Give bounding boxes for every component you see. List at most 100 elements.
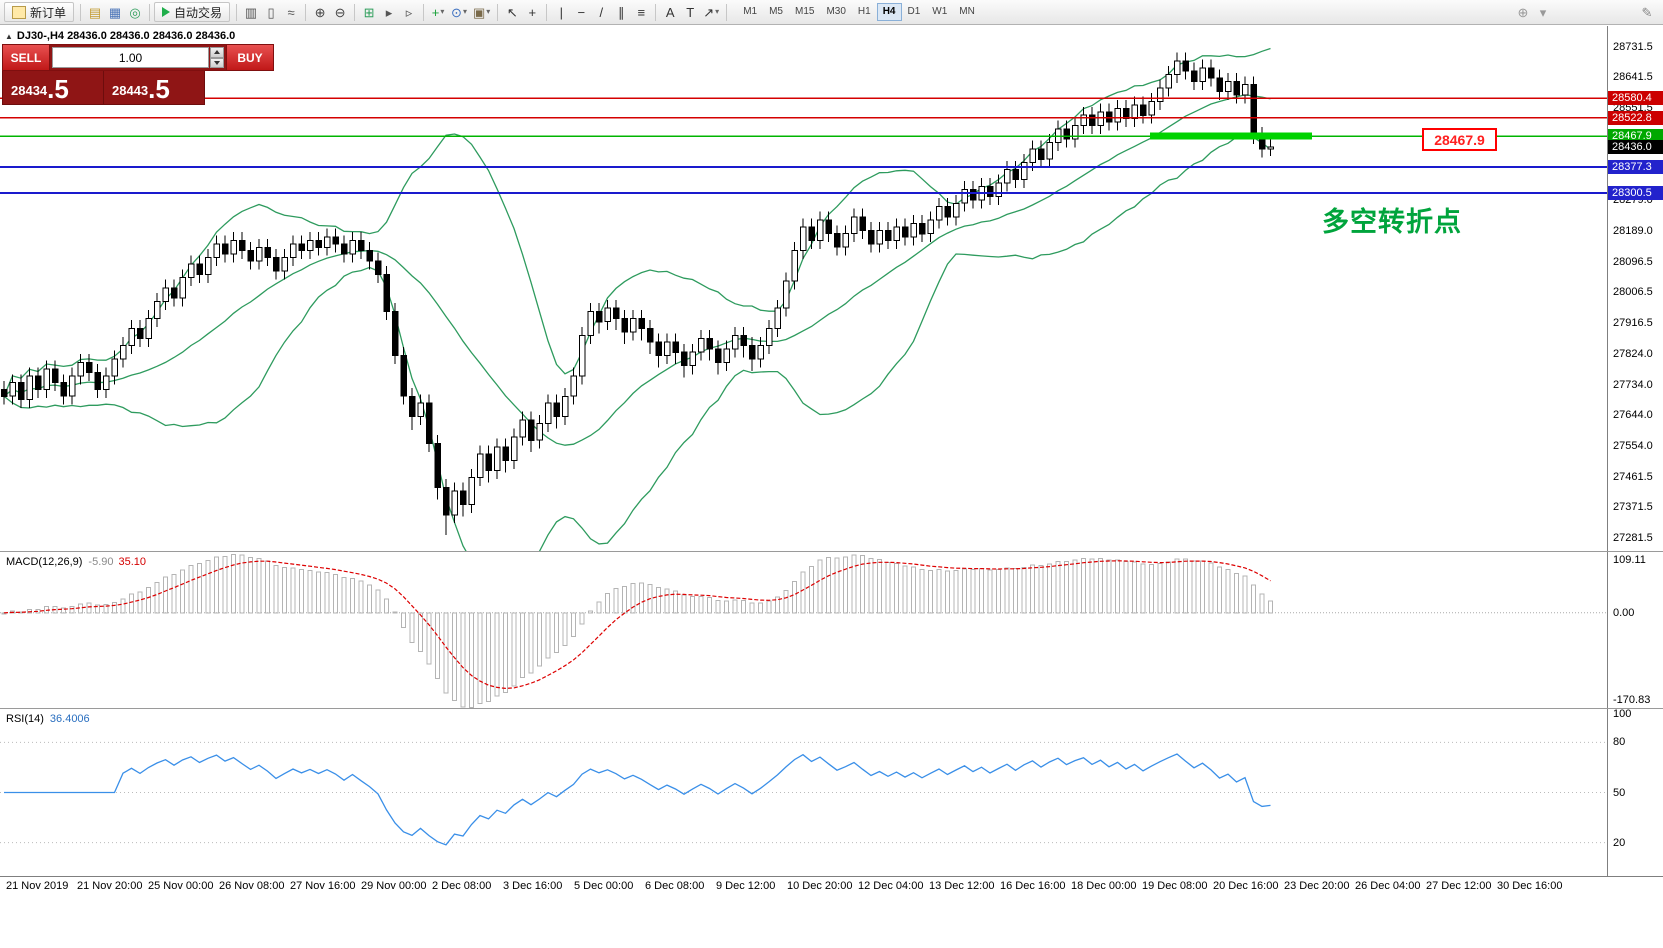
horizontal-line-icon[interactable]: −: [571, 2, 591, 22]
auto-trading-button[interactable]: 自动交易: [154, 2, 231, 22]
cursor-icon[interactable]: ↖: [502, 2, 522, 22]
search-icon: ⊕: [1517, 4, 1529, 20]
arrows-icon: ↗: [703, 4, 715, 20]
price-tick-label: 27734.0: [1613, 378, 1653, 391]
sell-price: 28434.5: [11, 74, 69, 104]
chart-shift-icon[interactable]: ▹: [399, 2, 419, 22]
volume-input[interactable]: [52, 47, 209, 68]
price-tick-label: 28731.5: [1613, 40, 1653, 53]
time-axis-label: 10 Dec 20:00: [787, 880, 853, 892]
template-icon[interactable]: ▣ ▾: [470, 2, 493, 22]
line-chart-icon[interactable]: ≈: [281, 2, 301, 22]
add-indicator-icon: +: [431, 4, 440, 20]
label-icon[interactable]: T: [680, 2, 700, 22]
timeframe-w1-button[interactable]: W1: [926, 3, 953, 21]
search-icon[interactable]: ⊕: [1513, 2, 1533, 22]
data-window-icon[interactable]: ▦: [105, 2, 125, 22]
pencil-icon[interactable]: ✎: [1637, 2, 1657, 22]
panel-separator[interactable]: [0, 708, 1663, 709]
period-icon: ⊙: [451, 4, 462, 20]
market-watch-icon[interactable]: ▤: [85, 2, 105, 22]
toolbar-separator: [149, 3, 151, 21]
new-order-button[interactable]: 新订单: [4, 2, 75, 22]
time-axis-label: 5 Dec 00:00: [574, 880, 634, 892]
time-axis-label: 27 Dec 12:00: [1426, 880, 1492, 892]
timeframe-m5-button[interactable]: M5: [763, 3, 789, 21]
time-axis-label: 3 Dec 16:00: [503, 880, 563, 892]
new-order-icon: [12, 5, 26, 19]
macd-indicator-label: MACD(12,26,9) -5.90 35.10: [6, 556, 146, 568]
spin-up-icon: [214, 50, 220, 55]
volume-increase-button[interactable]: [210, 47, 224, 58]
navigator-icon[interactable]: ◎: [125, 2, 145, 22]
text-icon[interactable]: A: [660, 2, 680, 22]
cursor-icon: ↖: [506, 4, 518, 20]
rsi-axis-label: 20: [1613, 836, 1626, 849]
macd-signal-value: 35.10: [118, 556, 147, 568]
toolbar-separator: [726, 3, 728, 21]
rsi-panel-canvas[interactable]: [0, 709, 1607, 876]
volume-control: [50, 44, 226, 71]
time-axis-label: 25 Nov 00:00: [148, 880, 214, 892]
timeframe-m15-button[interactable]: M15: [789, 3, 820, 21]
timeframe-d1-button[interactable]: D1: [902, 3, 927, 21]
price-level-badge: 28436.0: [1608, 140, 1663, 155]
vertical-line-icon[interactable]: |: [551, 2, 571, 22]
channel-icon: ∥: [618, 4, 625, 20]
price-tick-label: 27554.0: [1613, 439, 1653, 452]
price-tick-label: 28006.5: [1613, 286, 1653, 299]
timeframe-h4-button[interactable]: H4: [876, 3, 902, 21]
price-tick-label: 27461.5: [1613, 471, 1653, 484]
volume-decrease-button[interactable]: [210, 57, 224, 68]
price-level-label: 28467.9: [1422, 128, 1497, 151]
toolbar-separator: [236, 3, 238, 21]
buy-button[interactable]: BUY: [226, 44, 274, 71]
time-axis-label: 20 Dec 16:00: [1213, 880, 1279, 892]
time-axis-label: 6 Dec 08:00: [645, 880, 705, 892]
time-axis[interactable]: 21 Nov 2019 21 Nov 20:00 25 Nov 00:00 26 No…: [0, 877, 1663, 897]
zoom-in-icon[interactable]: ⊕: [310, 2, 330, 22]
timeframe-h1-button[interactable]: H1: [852, 3, 877, 21]
fibonacci-icon[interactable]: ≡: [631, 2, 651, 22]
arrows-icon[interactable]: ↗ ▾: [700, 2, 722, 22]
navigator-icon: ◎: [129, 4, 141, 20]
dropdown-caret-icon: ▾: [440, 7, 445, 16]
price-chart-canvas[interactable]: [0, 26, 1607, 551]
toolbar-separator: [655, 3, 657, 21]
macd-name: MACD(12,26,9): [6, 556, 83, 568]
time-axis-label: 23 Dec 20:00: [1284, 880, 1350, 892]
dropdown-caret-icon: ▾: [1539, 4, 1547, 20]
dropdown-caret-icon[interactable]: ▾: [1533, 2, 1553, 22]
template-icon: ▣: [472, 4, 486, 20]
bars-chart-icon[interactable]: ▥: [241, 2, 261, 22]
channel-icon[interactable]: ∥: [611, 2, 631, 22]
zoom-out-icon: ⊖: [334, 4, 346, 20]
macd-axis-label: -170.83: [1613, 694, 1651, 706]
dropdown-caret-icon: ▾: [486, 7, 491, 16]
timeframe-m1-button[interactable]: M1: [737, 3, 763, 21]
period-icon[interactable]: ⊙ ▾: [448, 2, 470, 22]
collapse-panel-icon[interactable]: ▲: [5, 32, 13, 41]
vertical-line-icon: |: [559, 4, 563, 20]
chart-annotation-text: 多空转折点: [1322, 207, 1462, 237]
trendline-icon[interactable]: /: [591, 2, 611, 22]
tile-windows-icon: ⊞: [363, 4, 375, 20]
auto-scroll-icon[interactable]: ▸: [379, 2, 399, 22]
dropdown-caret-icon: ▾: [462, 7, 467, 16]
candlestick-chart-icon[interactable]: ▯: [261, 2, 281, 22]
crosshair-icon[interactable]: +: [522, 2, 542, 22]
panel-separator[interactable]: [0, 551, 1663, 552]
add-indicator-icon[interactable]: + ▾: [428, 2, 448, 22]
time-axis-label: 29 Nov 00:00: [361, 880, 427, 892]
tile-windows-icon[interactable]: ⊞: [359, 2, 379, 22]
symbol-period-label: DJ30-,H4: [16, 30, 64, 42]
price-axis[interactable]: 28731.528641.528551.528461.528371.528279…: [1607, 26, 1663, 876]
time-axis-label: 26 Nov 08:00: [219, 880, 285, 892]
timeframe-m30-button[interactable]: M30: [820, 3, 851, 21]
horizontal-line-icon: −: [577, 4, 586, 20]
sell-button[interactable]: SELL: [2, 44, 50, 71]
macd-panel-canvas[interactable]: [0, 552, 1607, 708]
zoom-out-icon[interactable]: ⊖: [330, 2, 350, 22]
toolbar-separator: [546, 3, 548, 21]
timeframe-mn-button[interactable]: MN: [953, 3, 981, 21]
